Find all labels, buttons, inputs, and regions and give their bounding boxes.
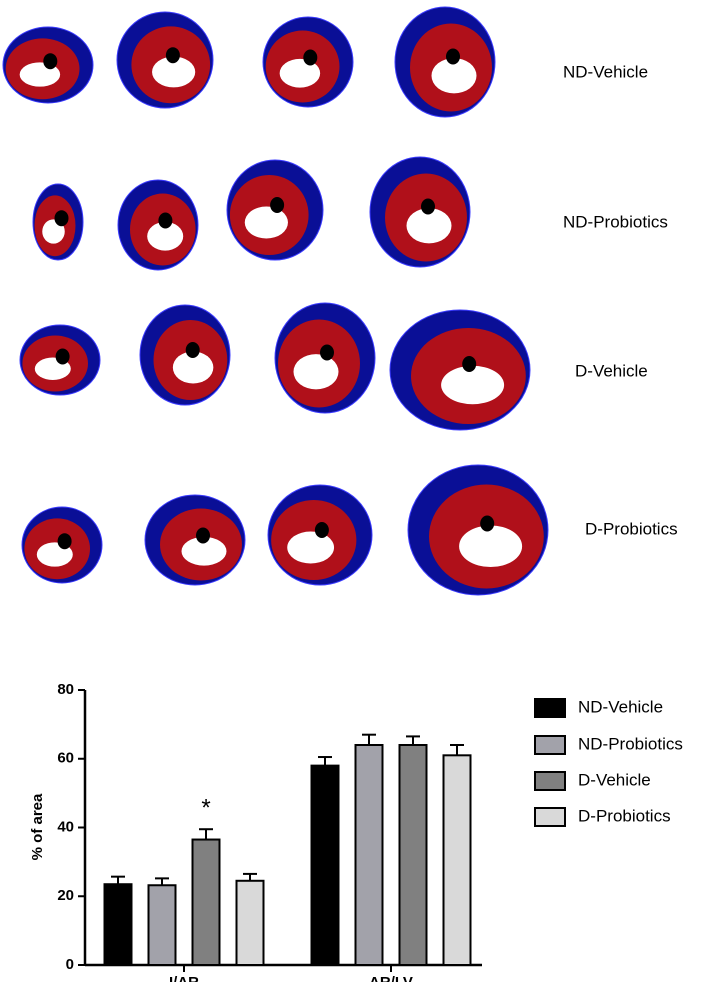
legend-label: D-Vehicle — [578, 770, 651, 789]
panel-label: ND-Probiotics — [563, 212, 668, 231]
panel-label: D-Probiotics — [585, 519, 678, 538]
y-tick-label: 80 — [57, 681, 74, 698]
legend-label: ND-Vehicle — [578, 697, 663, 716]
slice-dot — [462, 356, 477, 372]
slice-white — [181, 536, 227, 566]
panel-label: ND-Vehicle — [563, 62, 648, 81]
legend-label: D-Probiotics — [578, 806, 671, 825]
bar — [191, 838, 221, 966]
slice-dot — [55, 348, 70, 365]
slice-white — [293, 354, 339, 390]
slice-dot — [314, 522, 329, 538]
slice-white — [244, 206, 288, 239]
bar — [442, 754, 472, 966]
slice-dot — [165, 47, 180, 64]
slice-white — [172, 351, 214, 384]
slice-white — [406, 208, 452, 244]
legend-swatch — [534, 771, 566, 791]
slice-dot — [158, 212, 173, 229]
bar — [398, 744, 428, 966]
heart-slices — [2, 6, 549, 596]
y-axis-label: % of area — [29, 793, 46, 860]
slice-dot — [270, 197, 285, 213]
slice-white — [459, 525, 523, 568]
slice-dot — [54, 210, 69, 227]
slice-dot — [303, 49, 318, 66]
slice-dot — [320, 344, 334, 361]
legend-swatch — [534, 735, 566, 755]
x-tick-label: AR/LV — [369, 974, 413, 982]
bar — [354, 744, 384, 966]
panel-label: D-Vehicle — [575, 361, 648, 380]
bar — [147, 884, 177, 966]
slice-dot — [57, 533, 72, 550]
y-tick-label: 60 — [57, 750, 74, 767]
slice-dot — [196, 527, 210, 544]
slice-white — [152, 56, 196, 88]
slice-dot — [480, 515, 495, 532]
legend-label: ND-Probiotics — [578, 734, 683, 753]
slice-white — [147, 221, 184, 251]
bar — [310, 764, 340, 966]
legend-swatch — [534, 698, 566, 718]
legend-swatch — [534, 807, 566, 827]
slice-dot — [43, 53, 58, 70]
annotation: * — [201, 795, 210, 822]
y-tick-label: 20 — [57, 887, 74, 904]
slice-white — [287, 531, 335, 564]
slice-white — [279, 58, 321, 88]
slice-dot — [421, 198, 435, 215]
x-tick-label: I/AR — [169, 974, 199, 982]
slice-white — [441, 365, 505, 405]
slice-dot — [185, 342, 200, 358]
bar — [235, 879, 265, 966]
slice-white — [431, 58, 477, 94]
y-tick-label: 40 — [57, 818, 74, 835]
y-tick-label: 0 — [66, 956, 74, 973]
slice-dot — [446, 48, 460, 65]
bar — [103, 883, 133, 966]
